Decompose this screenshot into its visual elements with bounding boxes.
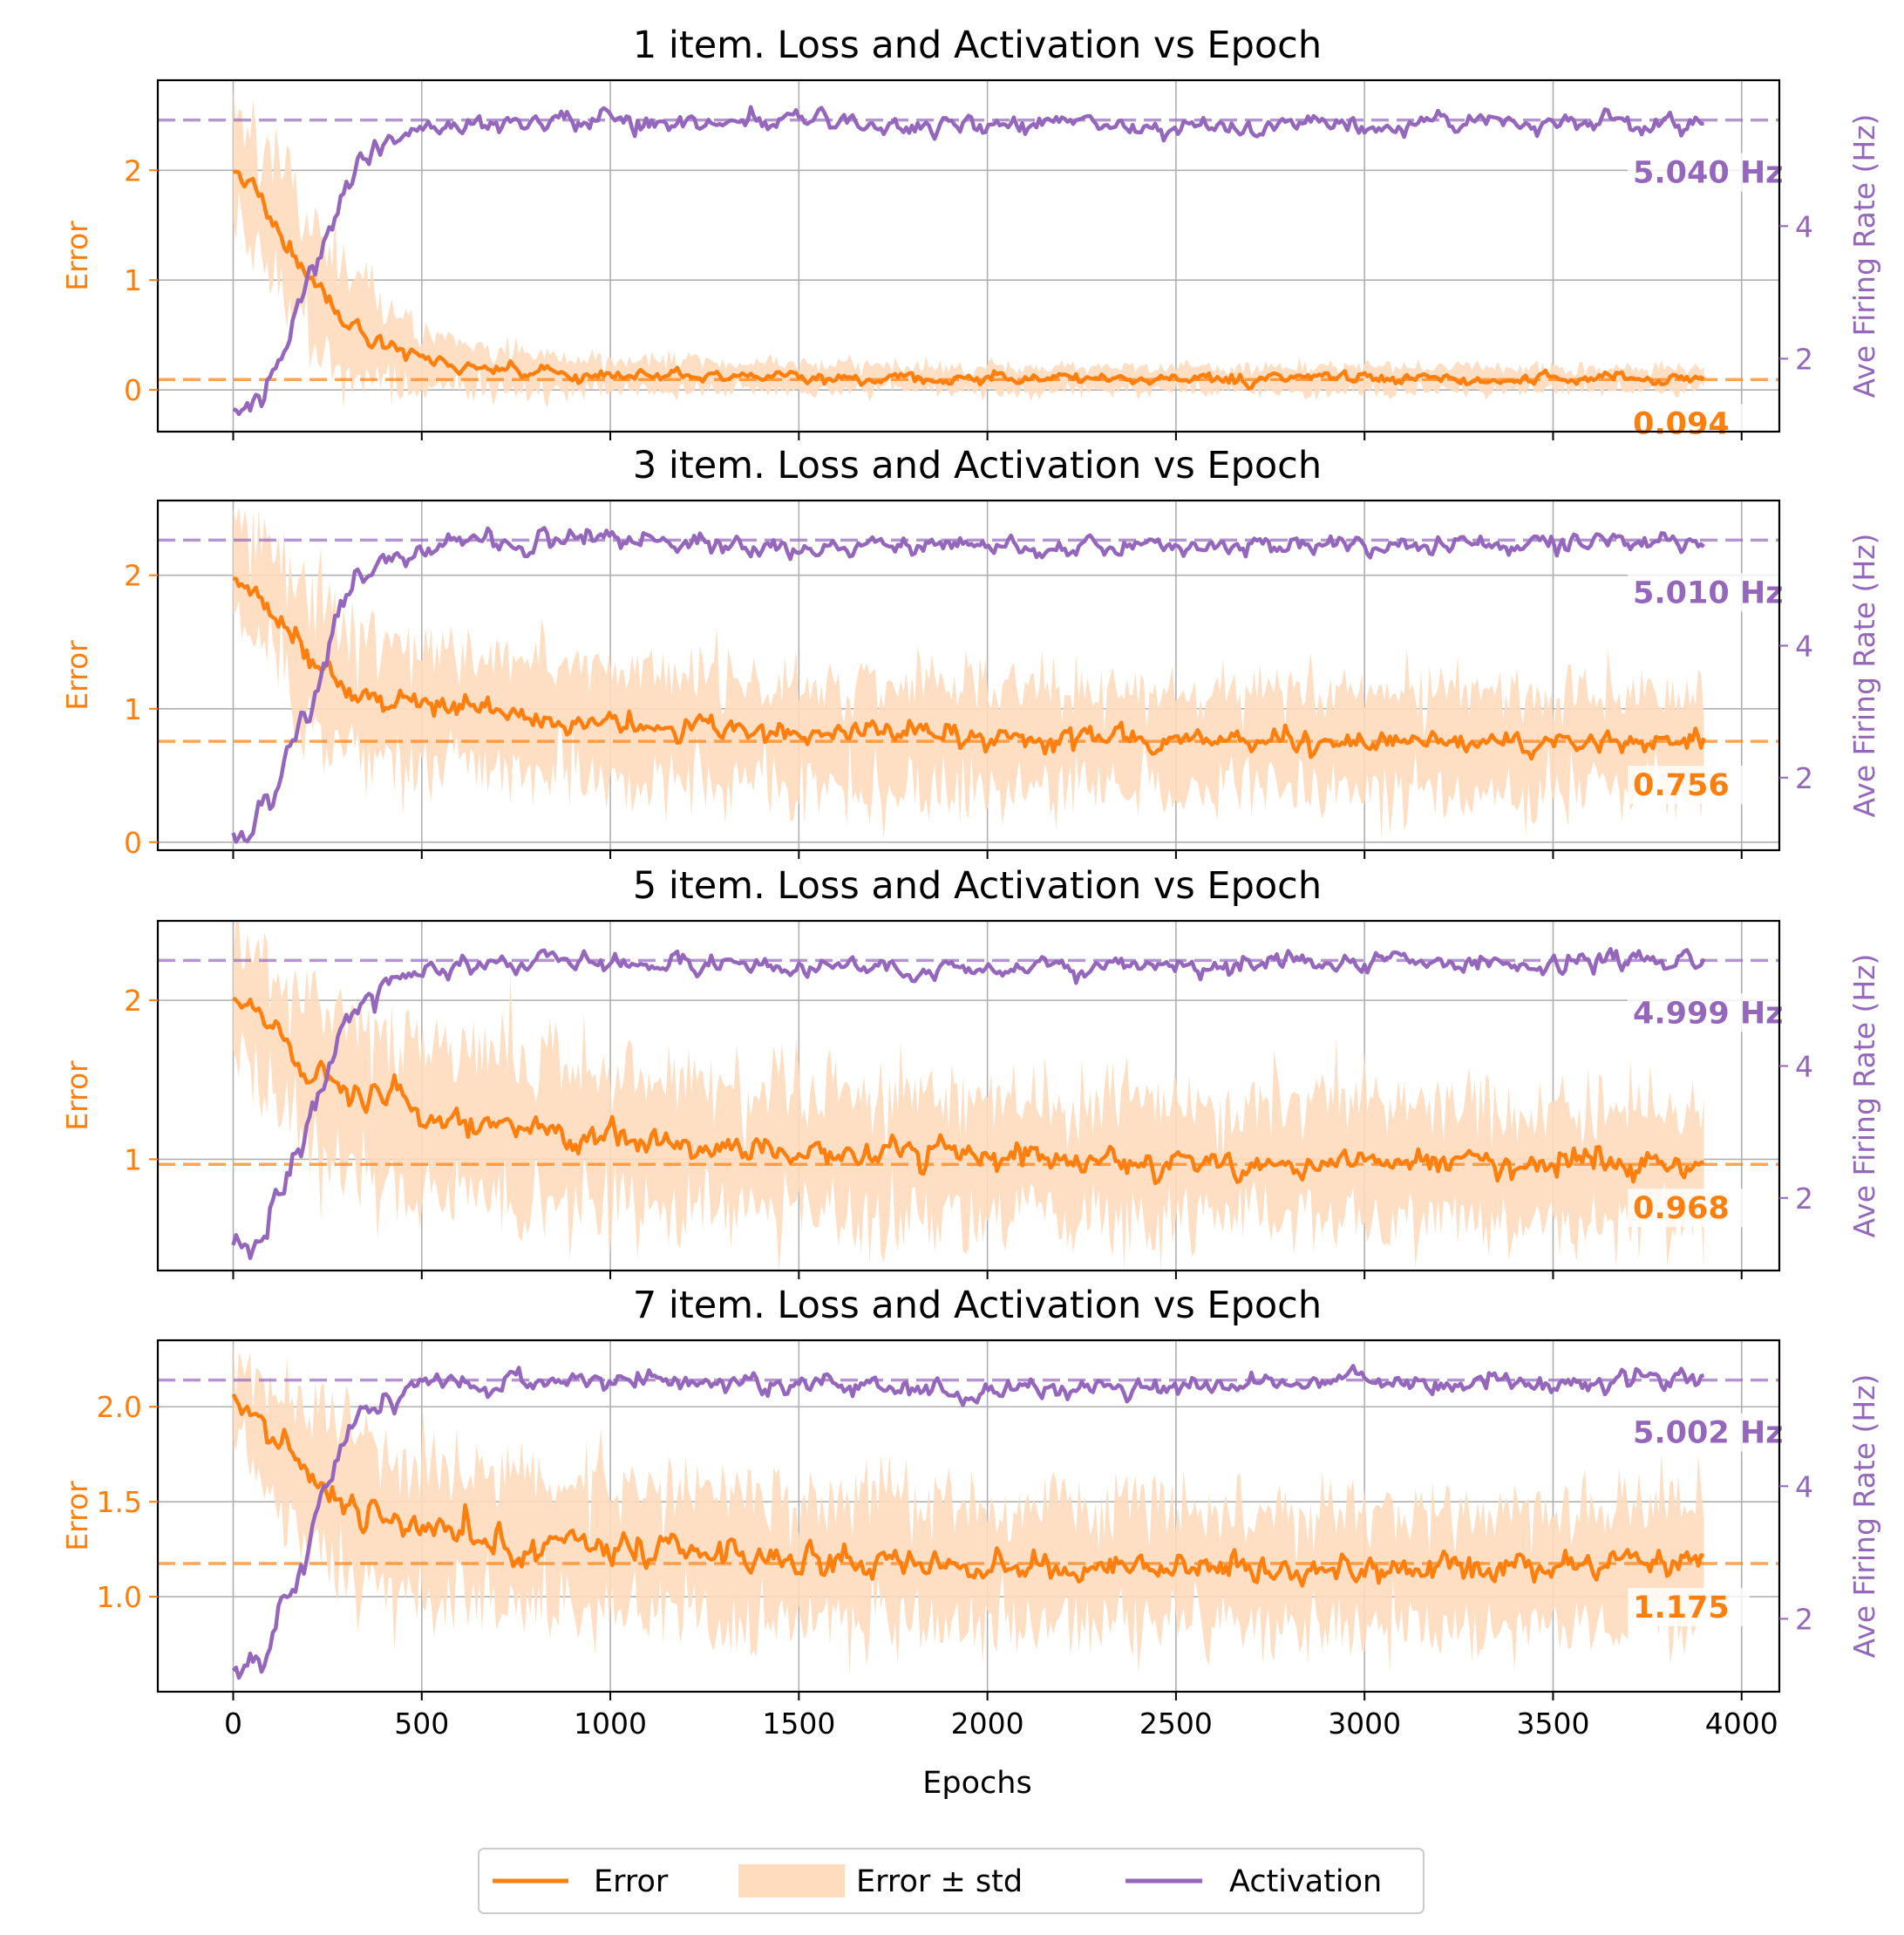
error-final-label: 0.094 bbox=[1633, 406, 1730, 441]
error-line bbox=[232, 996, 1705, 1185]
y2-tick-label: 4 bbox=[1795, 1469, 1813, 1503]
y-tick-label: 1.5 bbox=[97, 1485, 142, 1519]
legend-box bbox=[478, 1848, 1425, 1914]
x-tick-label: 3000 bbox=[1328, 1707, 1401, 1741]
legend-swatch-error-std bbox=[738, 1864, 845, 1898]
y2-tick-label: 2 bbox=[1795, 1602, 1813, 1636]
x-tick-label: 0 bbox=[224, 1707, 242, 1741]
error-final-label: 1.175 bbox=[1633, 1591, 1730, 1625]
y-tick-label: 2 bbox=[124, 984, 142, 1018]
x-tick-label: 1500 bbox=[762, 1707, 835, 1741]
activation-final-label: 5.002 Hz bbox=[1633, 1416, 1784, 1451]
plot-area bbox=[158, 921, 1779, 1271]
panel-title: 1 item. Loss and Activation vs Epoch bbox=[633, 24, 1322, 67]
y2-tick-label: 2 bbox=[1795, 761, 1813, 795]
axes-frame bbox=[156, 1339, 1781, 1693]
activation-label-box bbox=[1628, 153, 1802, 192]
plot-area bbox=[158, 89, 1779, 417]
error-line bbox=[233, 576, 1706, 761]
chart-panel-1: 5.040 Hz 0.094 0 1 2 2 4 1 item. Loss and Activ… bbox=[60, 24, 1881, 443]
y2-tick-label: 4 bbox=[1795, 629, 1813, 663]
error-line bbox=[233, 169, 1705, 391]
y-tick-label: 0 bbox=[124, 826, 142, 860]
y2-tick-label: 4 bbox=[1795, 1049, 1813, 1083]
y-axis-label: Error bbox=[60, 1481, 94, 1551]
panel-title: 3 item. Loss and Activation vs Epoch bbox=[633, 444, 1322, 487]
y2-axis-label: Ave Firing Rate (Hz) bbox=[1847, 1374, 1881, 1659]
x-axis-label: Epochs bbox=[922, 1766, 1031, 1801]
error-label-box bbox=[1628, 1587, 1750, 1626]
axes-frame bbox=[156, 78, 1781, 433]
y-axis-label: Error bbox=[60, 1060, 94, 1131]
error-label-box bbox=[1628, 766, 1750, 805]
axes-frame bbox=[156, 919, 1781, 1272]
y2-tick-label: 2 bbox=[1795, 342, 1813, 376]
x-tick-label: 4000 bbox=[1705, 1707, 1778, 1741]
activation-final-label: 4.999 Hz bbox=[1633, 996, 1784, 1031]
error-line bbox=[231, 1393, 1704, 1588]
error-std-band bbox=[233, 1340, 1704, 1675]
activation-line bbox=[231, 947, 1706, 1260]
y2-tick-label: 4 bbox=[1795, 209, 1813, 243]
error-label-box bbox=[1628, 1189, 1750, 1228]
y-tick-label: 2.0 bbox=[97, 1390, 142, 1424]
y-tick-label: 0 bbox=[124, 373, 142, 407]
error-label-box bbox=[1628, 404, 1750, 443]
x-tick-label: 2000 bbox=[951, 1707, 1024, 1741]
legend-label-activation: Activation bbox=[1229, 1864, 1382, 1899]
chart-panel-4: 5.002 Hz 1.175 0 500 1000 1500 2000 2500 3000 350… bbox=[60, 1284, 1881, 1801]
error-std-band bbox=[233, 507, 1704, 841]
chart-panel-2: 5.010 Hz 0.756 0 1 2 2 4 3 item. Loss and Activ… bbox=[60, 444, 1881, 860]
plot-area bbox=[158, 1340, 1779, 1680]
activation-line bbox=[232, 105, 1704, 417]
y-tick-label: 1 bbox=[124, 1142, 142, 1176]
x-tick-label: 500 bbox=[394, 1707, 449, 1741]
y-tick-label: 1 bbox=[124, 263, 142, 297]
panel-title: 5 item. Loss and Activation vs Epoch bbox=[633, 864, 1322, 908]
chart-panel-3: 4.999 Hz 0.968 1 2 2 4 5 item. Loss and Activa… bbox=[60, 864, 1881, 1279]
y-tick-label: 1 bbox=[124, 692, 142, 726]
y2-tick-label: 2 bbox=[1795, 1182, 1813, 1216]
y-tick-label: 1.0 bbox=[97, 1580, 142, 1614]
y2-axis-label: Ave Firing Rate (Hz) bbox=[1847, 534, 1881, 818]
activation-label-box bbox=[1628, 573, 1802, 612]
activation-label-box bbox=[1628, 993, 1802, 1032]
activation-final-label: 5.010 Hz bbox=[1633, 576, 1784, 610]
y2-axis-label: Ave Firing Rate (Hz) bbox=[1847, 954, 1881, 1238]
y-axis-label: Error bbox=[60, 640, 94, 711]
axes-frame bbox=[156, 499, 1781, 852]
error-final-label: 0.968 bbox=[1633, 1191, 1730, 1226]
y-tick-label: 2 bbox=[124, 153, 142, 187]
activation-line bbox=[231, 1364, 1705, 1680]
legend-label-error-std: Error ± std bbox=[856, 1864, 1023, 1899]
x-tick-label: 1000 bbox=[574, 1707, 647, 1741]
activation-final-label: 5.040 Hz bbox=[1633, 156, 1784, 191]
y-tick-label: 2 bbox=[124, 559, 142, 593]
panel-title: 7 item. Loss and Activation vs Epoch bbox=[633, 1284, 1322, 1327]
error-final-label: 0.756 bbox=[1633, 768, 1730, 803]
y2-axis-label: Ave Firing Rate (Hz) bbox=[1847, 114, 1881, 399]
activation-line bbox=[231, 526, 1705, 844]
error-std-band bbox=[233, 89, 1704, 409]
x-tick-label: 3500 bbox=[1516, 1707, 1589, 1741]
legend: Error Error ± std Activation bbox=[478, 1848, 1425, 1914]
error-std-band bbox=[233, 921, 1704, 1271]
y-axis-label: Error bbox=[60, 221, 94, 291]
x-tick-label: 2500 bbox=[1139, 1707, 1213, 1741]
legend-label-error: Error bbox=[594, 1864, 669, 1899]
activation-label-box bbox=[1628, 1413, 1802, 1452]
plot-area bbox=[158, 507, 1779, 844]
